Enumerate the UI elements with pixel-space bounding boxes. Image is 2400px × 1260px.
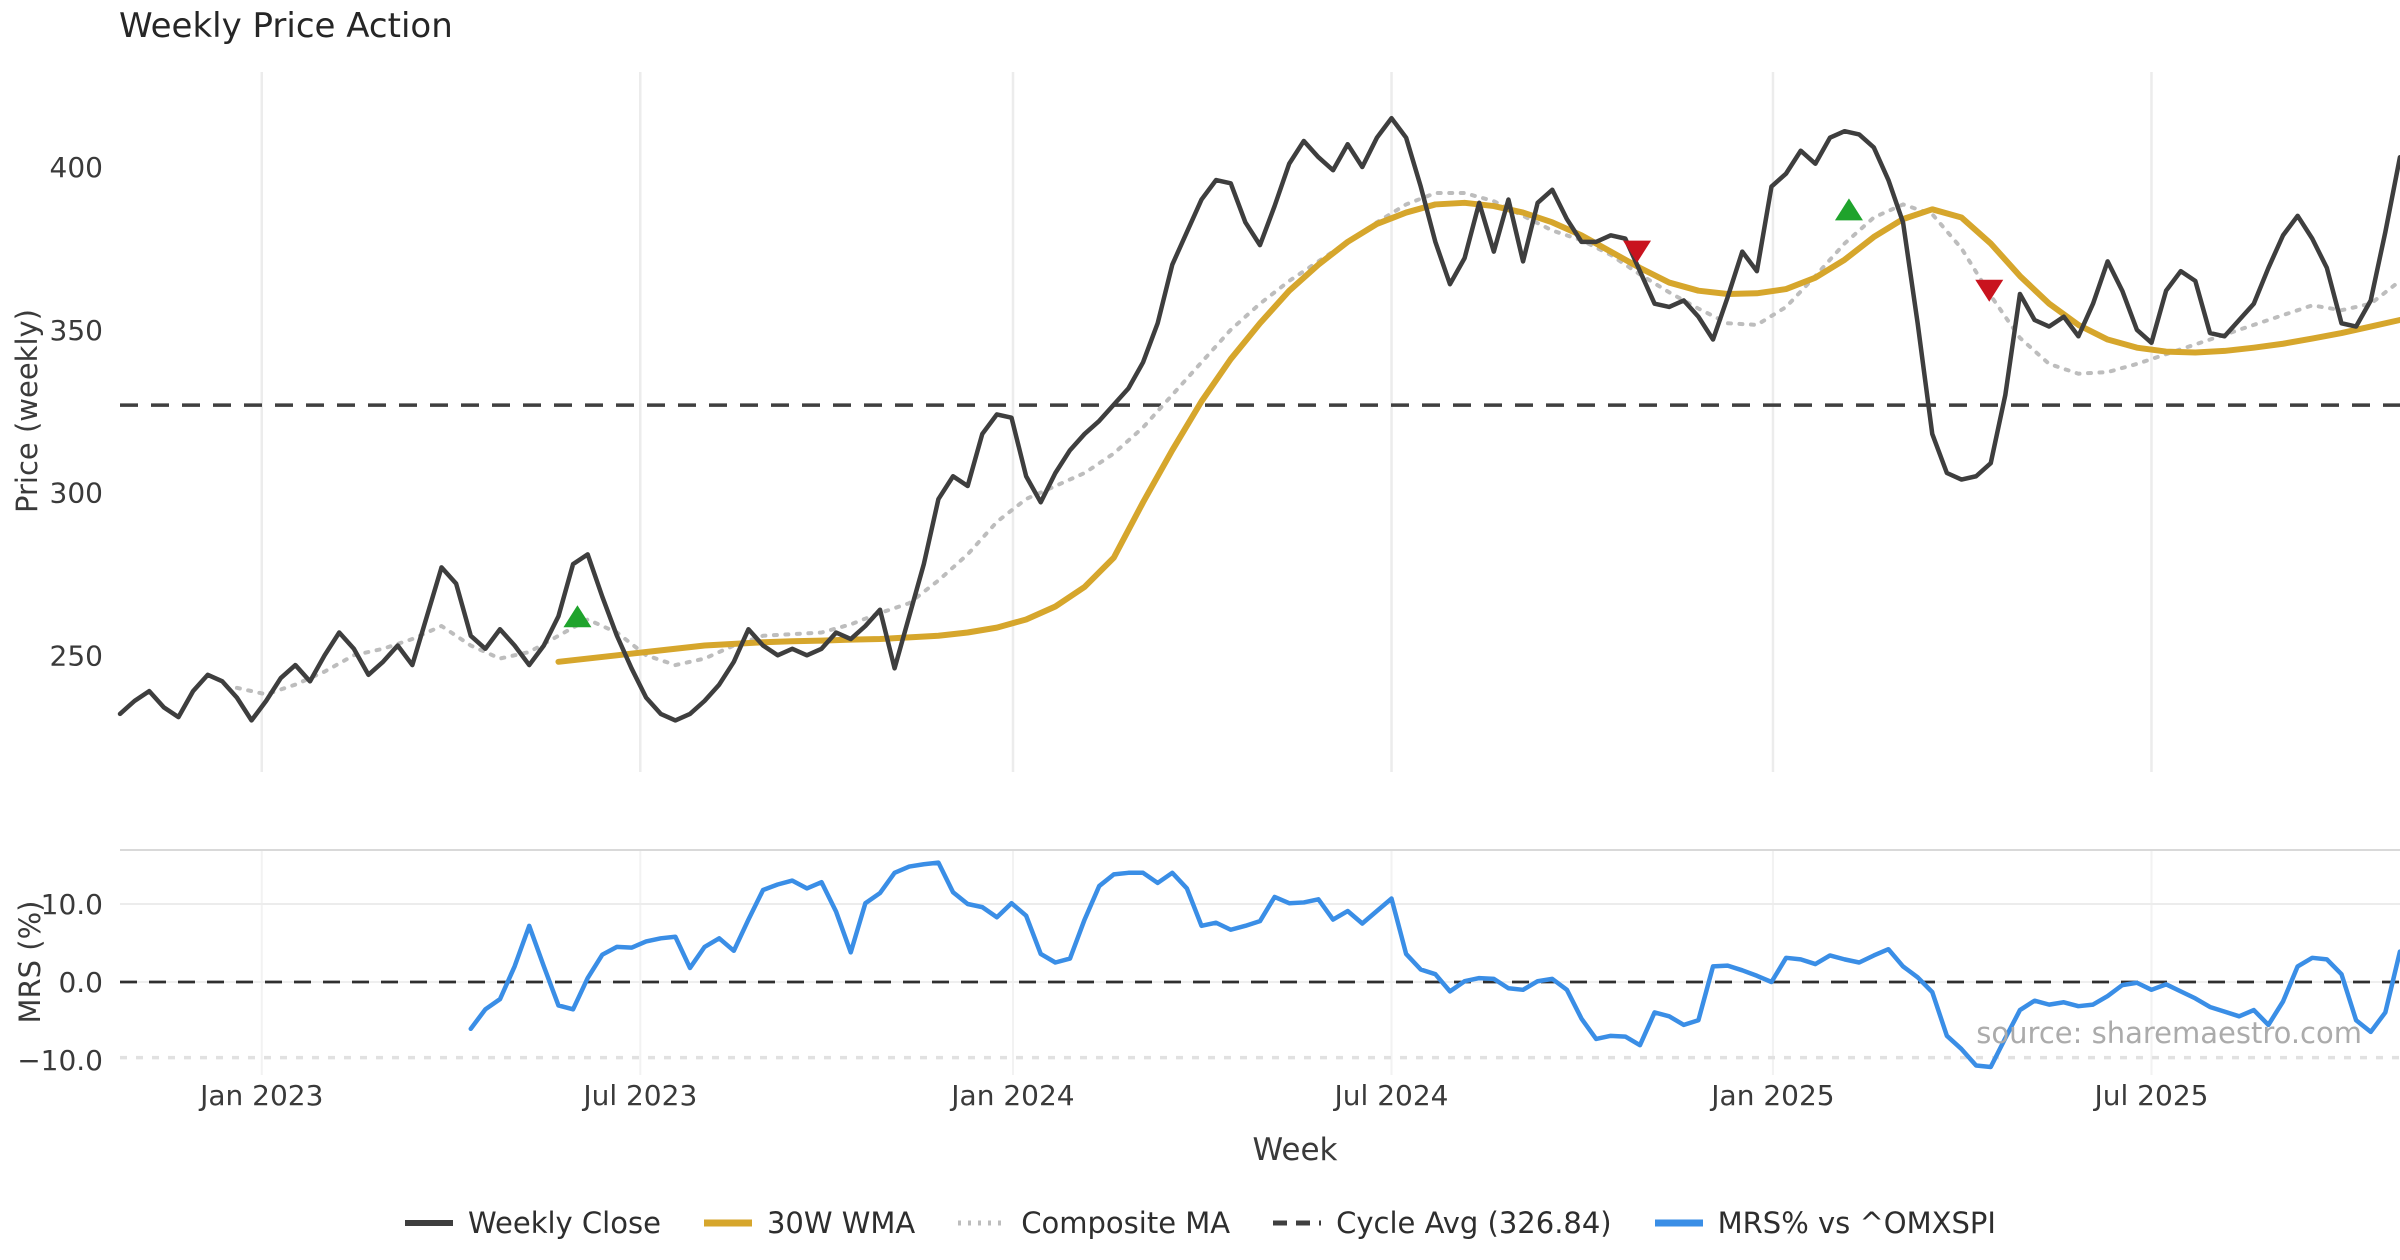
legend-item-wma: 30W WMA <box>703 1206 915 1240</box>
sell-signal-marker <box>1623 240 1652 263</box>
mrs-axis-label: MRS (%) <box>13 900 47 1024</box>
legend: Weekly Close 30W WMA Composite MA Cycle … <box>0 1206 2400 1240</box>
price-tick-label: 400 <box>50 151 103 184</box>
legend-label: MRS% vs ^OMXSPI <box>1717 1206 1996 1240</box>
solid-line-swatch-icon <box>703 1219 752 1227</box>
dotted-line-swatch-icon <box>958 1220 1007 1226</box>
legend-label: Weekly Close <box>468 1206 661 1240</box>
x-tick-label: Jan 2024 <box>949 1079 1074 1112</box>
x-tick-label: Jul 2023 <box>581 1079 697 1112</box>
legend-item-cycle-avg: Cycle Avg (326.84) <box>1272 1206 1612 1240</box>
legend-label: Cycle Avg (326.84) <box>1336 1206 1612 1240</box>
mrs-tick-label: 0.0 <box>58 966 103 999</box>
price-tick-label: 350 <box>50 314 103 347</box>
x-tick-label: Jan 2025 <box>1709 1079 1834 1112</box>
price-axis-label: Price (weekly) <box>10 308 44 514</box>
legend-label: Composite MA <box>1021 1206 1231 1240</box>
x-tick-label: Jul 2024 <box>1333 1079 1449 1112</box>
solid-line-swatch-icon <box>1654 1219 1703 1227</box>
legend-item-weekly-close: Weekly Close <box>404 1206 661 1240</box>
buy-signal-marker <box>1834 198 1863 221</box>
legend-label: 30W WMA <box>766 1206 916 1240</box>
buy-signal-marker <box>563 605 592 628</box>
price-tick-label: 250 <box>50 639 103 672</box>
x-tick-label: Jul 2025 <box>2093 1079 2209 1112</box>
solid-line-swatch-icon <box>405 1220 454 1226</box>
sell-signal-marker <box>1975 279 2004 302</box>
source-watermark: source: sharemaestro.com <box>1976 1016 2362 1050</box>
mrs-tick-label: 10.0 <box>41 888 103 921</box>
chart-title: Weekly Price Action <box>119 6 453 46</box>
x-axis-label: Week <box>1252 1132 1338 1168</box>
legend-item-composite-ma: Composite MA <box>957 1206 1230 1240</box>
x-tick-label: Jan 2023 <box>198 1079 323 1112</box>
price-tick-label: 300 <box>50 477 103 510</box>
legend-item-mrs: MRS% vs ^OMXSPI <box>1654 1206 1996 1240</box>
dashed-line-swatch-icon <box>1273 1220 1322 1226</box>
mrs-tick-label: −10.0 <box>17 1044 103 1077</box>
